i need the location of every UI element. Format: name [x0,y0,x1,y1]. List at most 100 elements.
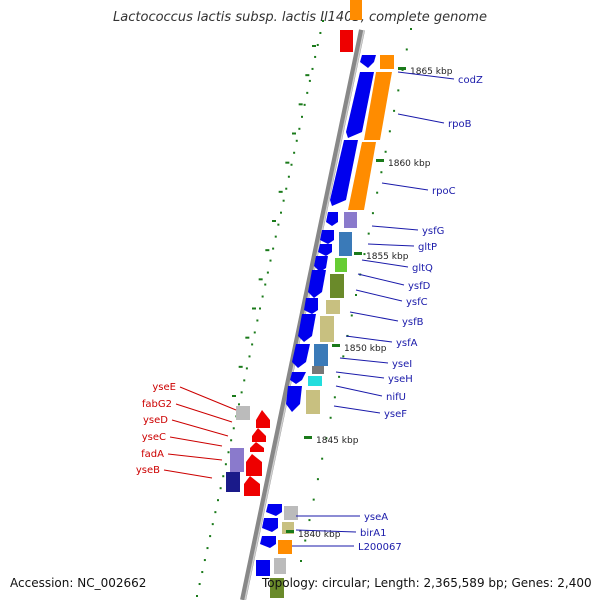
gene-leader-line [163,469,213,479]
gene-block-fadA [246,454,262,476]
scale-dot [303,103,306,106]
gene-block-rpoB-orange [364,72,392,140]
gene-block-ysfC [326,300,340,314]
gene-block-yseI-blue [292,344,310,368]
left-gene-labels: yseE fabG2 yseD yseC fadA yseB [136,382,237,479]
scale-dot [363,253,366,256]
scale-dot [312,45,316,47]
scale-dot [211,523,214,526]
gene-label-nifU: nifU [386,392,406,403]
gene-label-yseA: yseA [364,512,388,523]
scale-dot [290,163,293,166]
scale-dot [277,223,280,226]
gene-block-gltP-blue [320,230,334,244]
gene-leader-line [367,243,415,247]
right-gene-labels: codZ rpoB rpoC ysfG gltP gltQ ysfD ysfC ysfB ysfA… [292,71,483,553]
scale-dot [397,89,400,92]
scale-dot [224,463,227,466]
scale-dot [232,427,235,430]
gene-leader-line [345,335,393,343]
scale-dot [232,395,236,397]
scale-dot [245,336,250,339]
scale-dot [272,247,275,250]
gene-block-gltP [339,232,352,256]
scale-dot [203,559,206,562]
kbp-label: 1855 kbp [366,252,409,262]
scale-dot [342,355,345,358]
scale-dot [282,199,285,202]
gene-leader-line [169,436,223,447]
scale-dot [238,403,240,406]
kbp-tick-group: 1865 kbp 1860 kbp 1855 kbp 1850 kbp 1845 kbp… [286,67,453,540]
scale-dot [269,259,272,262]
gene-block-codZ [360,55,376,68]
scale-dot [355,294,357,296]
gene-block-nifU-blue [290,372,306,384]
gene-block-bottom-blue [256,560,270,576]
gene-label-ysfG: ysfG [422,226,444,237]
scale-dot [388,130,391,133]
gene-label-rpoB: rpoB [448,119,472,130]
kbp-tick [286,530,294,533]
scale-dot [376,191,379,194]
scale-dot [312,498,315,501]
feature-top-red-arrow [340,36,353,52]
gene-block-bottom-olive [270,578,284,598]
scale-dot [248,355,251,358]
scale-dot [230,439,233,442]
scale-dot [264,283,267,286]
scale-dot [371,212,374,215]
gene-label-ysfB: ysfB [402,317,424,328]
scale-dot [410,28,412,30]
scale-dot [272,220,276,222]
scale-dot [243,379,246,382]
scale-dot [240,391,243,394]
gene-block-yseB-purple [226,472,240,492]
kbp-tick [376,159,384,162]
scale-dot [304,539,307,542]
gene-label-fabG2: fabG2 [142,399,172,410]
gene-leader-line [355,289,403,302]
gene-block-ysfD-blue [314,256,328,272]
scale-dot [265,249,270,252]
kbp-label: 1840 kbp [298,530,341,540]
scale-dot [293,151,296,154]
genome-title: Lactococcus lactis subsp. lactis Il1403,… [113,10,487,25]
outer-tick-dots [196,20,412,597]
gene-block-rpoC [330,140,358,206]
scale-dot [298,127,301,130]
scale-dot [214,511,217,514]
scale-dot [306,91,309,94]
scale-dot [259,307,261,310]
feature-top-orange [350,0,362,20]
scale-dot [380,171,383,174]
scale-dot [295,139,298,142]
scale-dot [238,365,243,368]
gene-leader-line [333,405,381,414]
gene-leader-line [371,225,419,231]
gene-block-ysfD [330,274,344,298]
gene-block-yseB [244,476,260,496]
gene-label-yseI: yseI [392,359,412,370]
kbp-label: 1845 kbp [316,436,359,446]
gene-label-gltP: gltP [418,242,437,253]
gene-block-yseE [236,406,250,420]
scale-dot [319,31,322,34]
scale-dot [280,211,282,214]
scale-dot [196,595,198,597]
gene-leader-line [357,273,405,286]
kbp-label: 1865 kbp [410,67,453,77]
gene-leader-line [335,371,385,379]
gene-block-ysfB [320,316,334,342]
scale-dot [217,499,219,502]
gene-block-yseA [284,506,298,520]
gene-leader-line [397,113,445,124]
scale-dot [245,367,248,370]
scale-dot [285,187,288,190]
gene-block-birA1-blue [262,518,278,532]
gene-block-ysfA [314,344,328,366]
scale-dot [266,271,269,274]
gene-leader-line [171,419,229,437]
scale-dot [393,109,396,112]
